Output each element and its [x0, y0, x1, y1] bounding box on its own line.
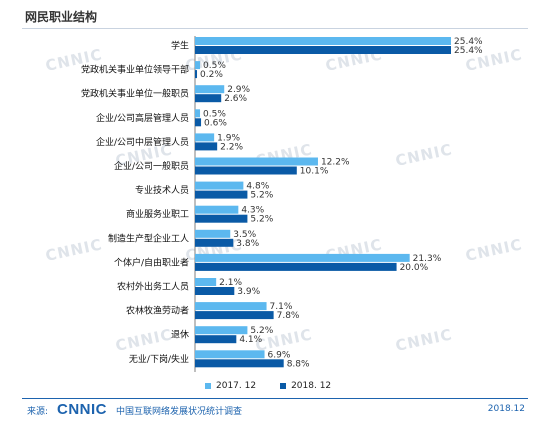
- value-label: 21.3%: [413, 254, 442, 264]
- value-label: 0.2%: [200, 70, 223, 80]
- category-label: 商业服务业职工: [126, 208, 189, 220]
- category-label: 学生: [171, 40, 189, 52]
- value-label: 4.8%: [246, 182, 269, 192]
- bar-2018: [195, 335, 237, 344]
- category-label: 企业/公司一般职员: [114, 160, 189, 172]
- value-label: 7.8%: [277, 311, 300, 321]
- bar-2017: [195, 350, 265, 359]
- bar-2017: [195, 326, 248, 335]
- source-label: 来源:: [27, 407, 49, 417]
- cnnic-logo: CNNIC: [57, 401, 107, 418]
- value-label: 5.2%: [250, 215, 273, 225]
- bar-2018: [195, 311, 274, 320]
- legend-label-2018: 2018. 12: [291, 381, 332, 391]
- watermark-text: CNNIC: [394, 140, 454, 170]
- bar-2018: [195, 142, 218, 151]
- watermark-text: CNNIC: [114, 325, 174, 355]
- bar-2017: [195, 181, 244, 190]
- legend-item-2017: 2017. 12: [205, 381, 256, 391]
- bar-2018: [195, 46, 451, 54]
- value-label: 7.1%: [270, 302, 293, 312]
- value-label: 6.9%: [268, 350, 291, 360]
- title-divider: [22, 28, 528, 29]
- category-label: 农林牧渔劳动者: [126, 305, 189, 317]
- watermark-text: CNNIC: [464, 235, 524, 265]
- bar-2017: [195, 205, 239, 214]
- value-label: 25.4%: [454, 37, 483, 47]
- legend-label-2017: 2017. 12: [216, 381, 257, 391]
- bar-2017: [195, 109, 201, 118]
- category-label: 企业/公司高层管理人员: [96, 112, 189, 124]
- value-label: 3.5%: [233, 230, 256, 240]
- value-label: 0.5%: [203, 61, 226, 71]
- bar-2017: [195, 253, 410, 262]
- value-label: 1.9%: [217, 133, 240, 143]
- page-title: 网民职业结构: [25, 10, 98, 24]
- value-label: 12.2%: [321, 158, 350, 168]
- watermark-text: CNNIC: [44, 235, 104, 265]
- category-label: 无业/下岗/失业: [129, 353, 189, 365]
- value-label: 5.2%: [250, 191, 273, 201]
- bar-2018: [195, 214, 248, 223]
- category-label: 个体户/自由职业者: [114, 256, 189, 268]
- bar-2018: [195, 262, 397, 271]
- bar-2018: [195, 70, 198, 79]
- bar-layer: 学生 25.4%25.4%党政机关事业单位领导干部 0.5%0.2%党政机关事业单位…: [81, 37, 483, 369]
- bar-2017: [195, 278, 217, 286]
- value-label: 2.9%: [227, 85, 250, 95]
- legend-swatch-2017: [205, 383, 211, 389]
- value-label: 2.6%: [224, 94, 247, 104]
- report-date: 2018.12: [487, 404, 525, 414]
- value-label: 25.4%: [454, 46, 483, 56]
- watermark-text: CNNIC: [394, 325, 454, 355]
- bar-2018: [195, 190, 248, 199]
- bar-2017: [195, 37, 451, 45]
- category-label: 制造生产型企业工人: [108, 232, 189, 244]
- bar-2017: [195, 133, 215, 142]
- footer: 来源: CNNIC 中国互联网络发展状况统计调查 2018.12: [27, 401, 525, 418]
- category-label: 党政机关事业单位一般职员: [81, 88, 189, 100]
- category-label: 退休: [171, 329, 189, 341]
- footer-divider: [22, 398, 528, 399]
- value-label: 20.0%: [400, 263, 429, 273]
- bar-2017: [195, 157, 318, 166]
- value-label: 3.9%: [237, 287, 260, 297]
- value-label: 10.1%: [300, 167, 329, 177]
- value-label: 3.8%: [236, 239, 259, 249]
- category-label: 党政机关事业单位领导干部: [81, 64, 189, 76]
- value-label: 8.8%: [287, 359, 310, 369]
- bar-2017: [195, 61, 201, 70]
- legend-item-2018: 2018. 12: [280, 381, 331, 391]
- legend-swatch-2018: [280, 383, 287, 389]
- bar-2018: [195, 359, 284, 368]
- value-label: 4.3%: [241, 206, 264, 216]
- bar-2018: [195, 118, 202, 127]
- organization-name: 中国互联网络发展状况统计调查: [116, 407, 243, 417]
- bar-2018: [195, 94, 222, 103]
- chart-legend: 2017. 12 2018. 12: [205, 381, 331, 391]
- bar-2018: [195, 287, 235, 295]
- category-label: 农村外出务工人员: [117, 281, 189, 293]
- value-label: 2.1%: [219, 278, 242, 288]
- value-label: 2.2%: [220, 142, 243, 152]
- bar-2017: [195, 229, 231, 238]
- bar-2018: [195, 238, 234, 247]
- bar-2017: [195, 85, 225, 94]
- value-label: 0.6%: [204, 118, 227, 128]
- value-label: 0.5%: [203, 109, 226, 119]
- bar-2017: [195, 302, 267, 311]
- value-label: 5.2%: [250, 326, 273, 336]
- bar-2018: [195, 166, 297, 175]
- value-label: 4.1%: [239, 335, 262, 345]
- category-label: 专业技术人员: [135, 184, 189, 196]
- category-label: 企业/公司中层管理人员: [96, 136, 189, 148]
